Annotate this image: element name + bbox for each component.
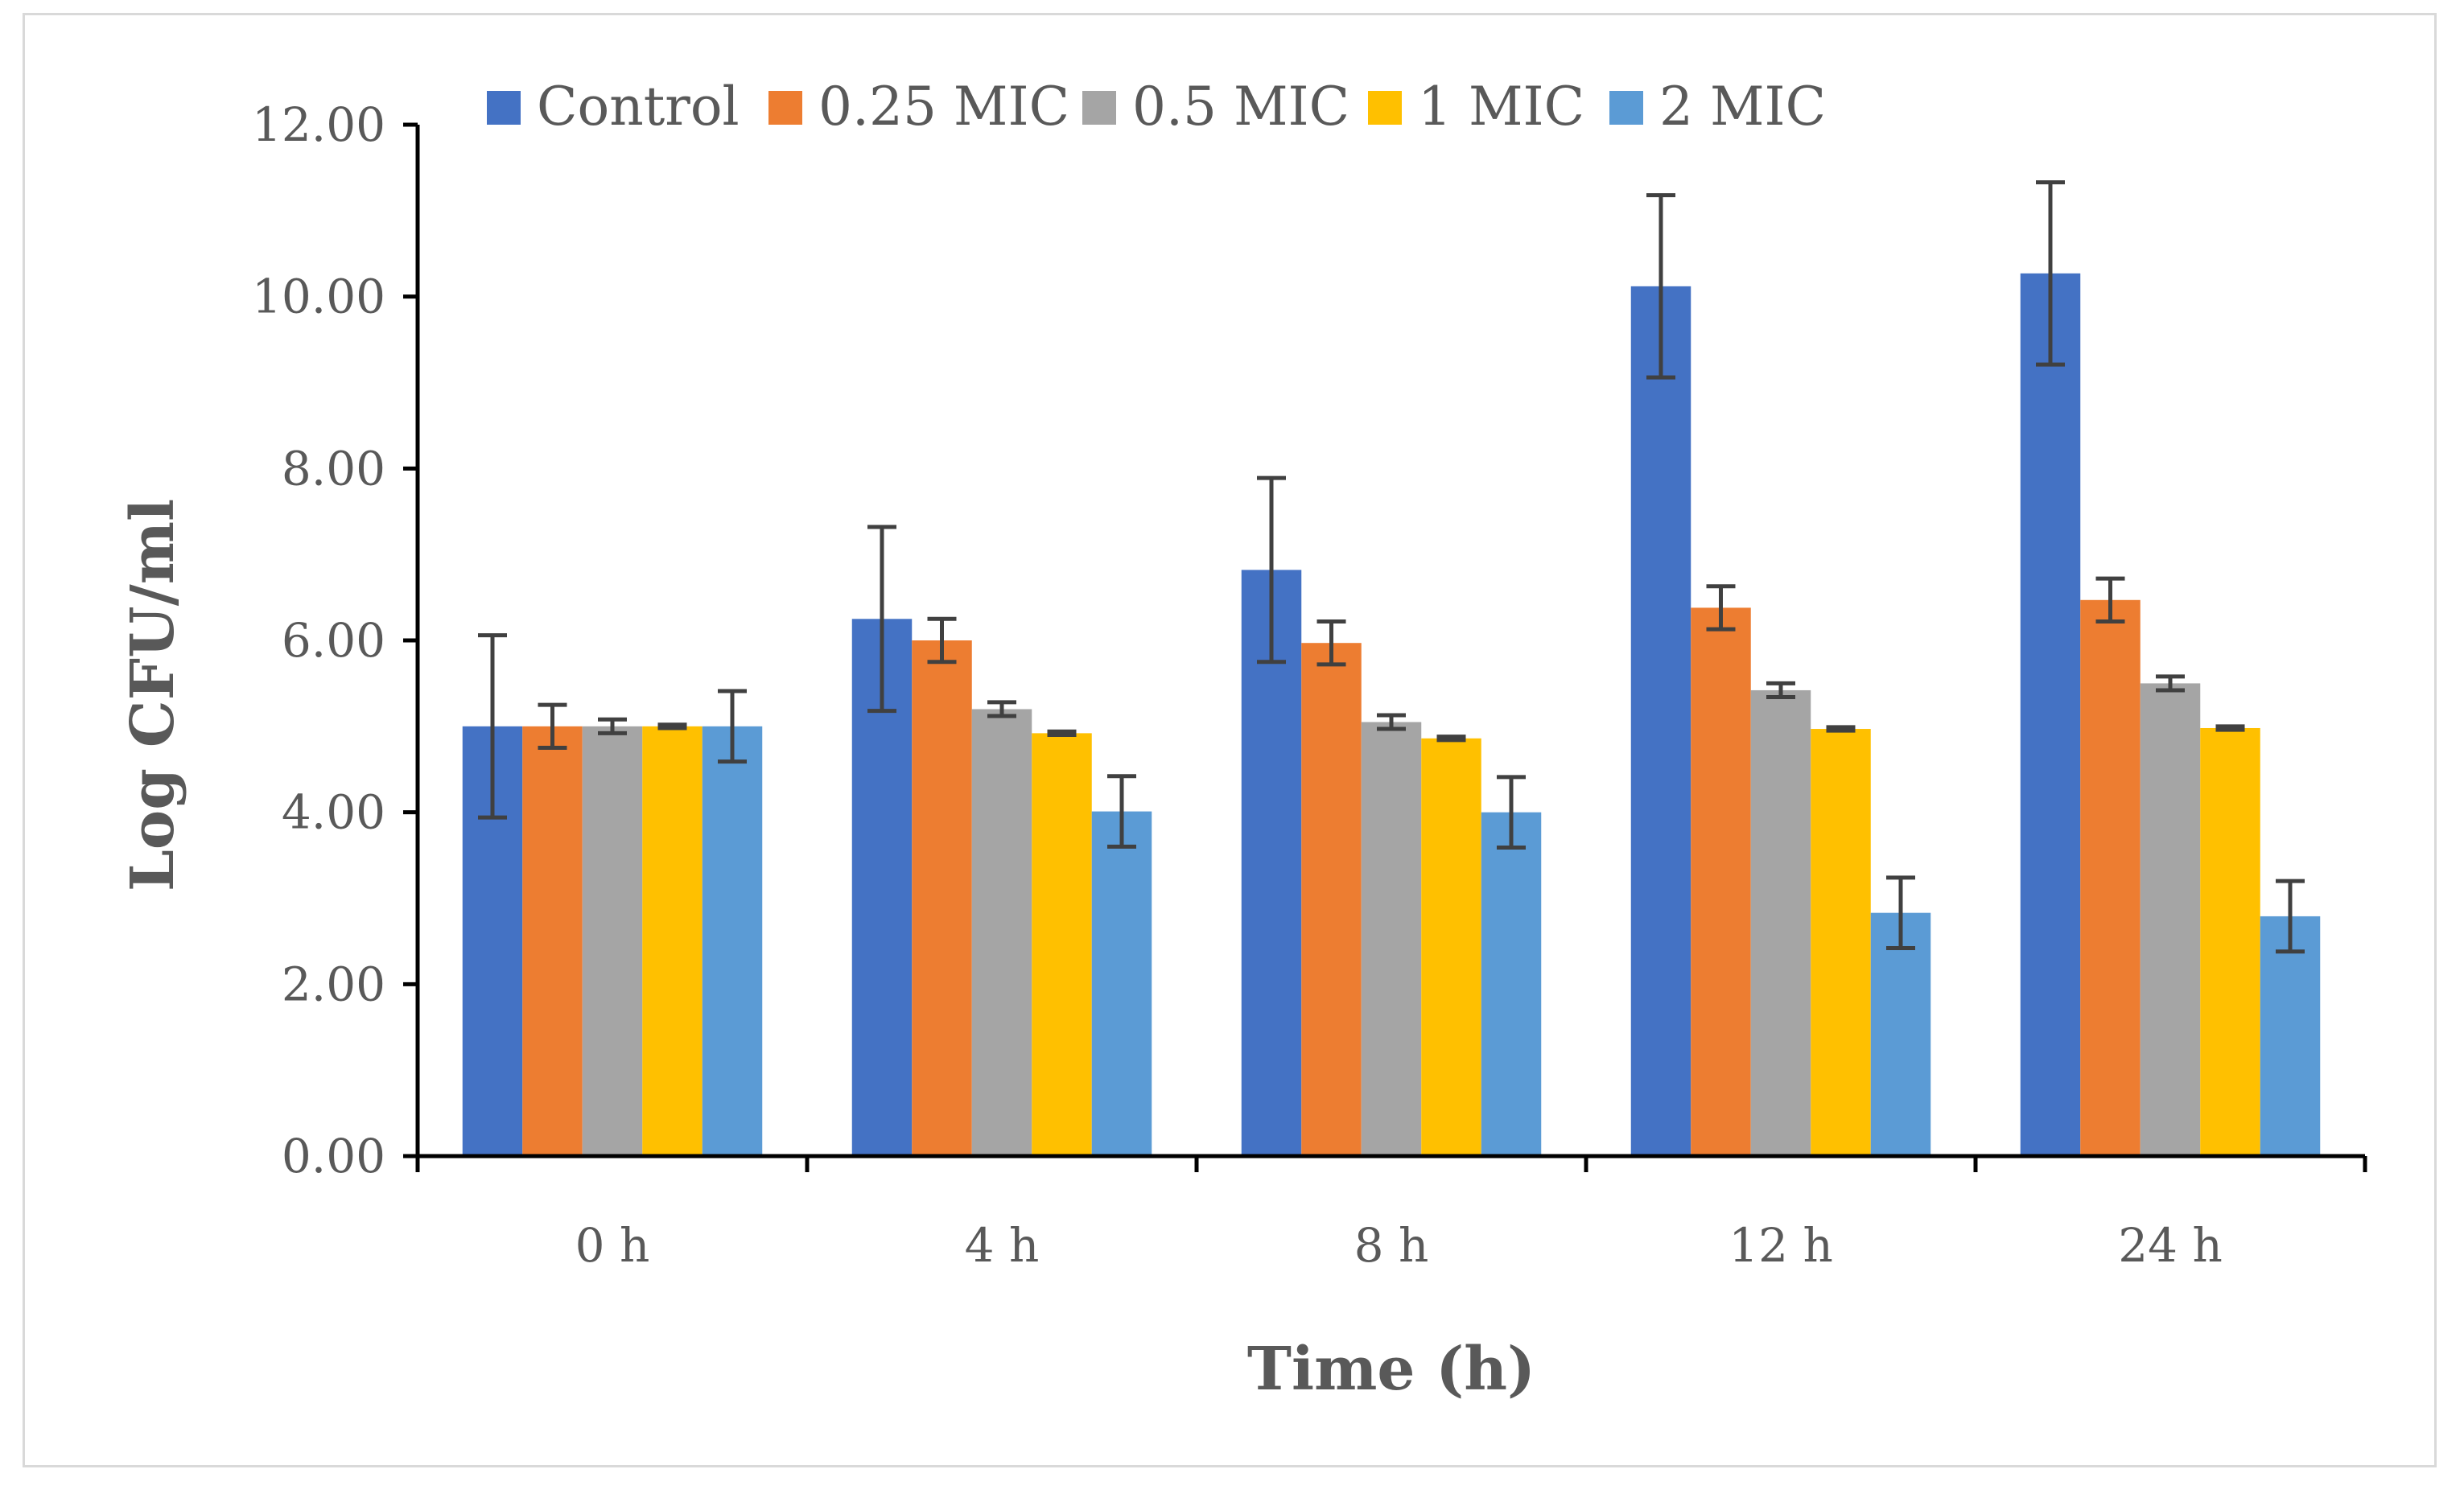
y-tick-label: 10.00 <box>252 270 385 324</box>
error-bar-control-4h <box>867 525 896 714</box>
error-bar-1-mic-24h <box>2215 724 2245 732</box>
error-bar-2-mic-4h <box>1107 774 1136 849</box>
error-bar-0.5-mic-24h <box>2156 674 2185 693</box>
legend-swatch <box>1368 91 1402 125</box>
error-bar-control-0h <box>478 633 507 820</box>
bar-0.25-mic-8h <box>1301 643 1362 1156</box>
y-tick-label: 4.00 <box>282 785 385 840</box>
error-bar-2-mic-24h <box>2276 879 2305 954</box>
bar-0.5-mic-4h <box>971 709 1032 1156</box>
error-bar-0.25-mic-8h <box>1316 619 1346 667</box>
x-tick-label: 0 h <box>575 1218 650 1273</box>
legend-item-0.25-mic[interactable]: 0.25 MIC <box>768 76 1069 138</box>
bar-control-12h <box>1630 286 1691 1156</box>
error-bar-control-8h <box>1257 475 1286 665</box>
error-bar-1-mic-4h <box>1047 729 1077 738</box>
x-axis-title: Time (h) <box>1247 1335 1535 1404</box>
legend-label: 2 MIC <box>1659 76 1826 138</box>
x-tick-label: 4 h <box>965 1218 1040 1273</box>
y-tick-label: 0.00 <box>282 1129 385 1183</box>
error-bar-1-mic-12h <box>1826 725 1856 733</box>
axes-layer <box>403 122 2367 1172</box>
bar-2-mic-12h <box>1870 912 1931 1156</box>
legend-label: 1 MIC <box>1418 76 1584 138</box>
bar-0.5-mic-24h <box>2140 683 2201 1156</box>
y-tick-label: 2.00 <box>282 957 385 1011</box>
y-tick-label: 6.00 <box>282 613 385 668</box>
bar-1-mic-12h <box>1811 729 1871 1156</box>
error-bar-control-24h <box>2036 180 2065 367</box>
legend-item-0.5-mic[interactable]: 0.5 MIC <box>1082 76 1349 138</box>
bar-1-mic-24h <box>2200 727 2260 1156</box>
bar-2-mic-0h <box>702 726 763 1156</box>
x-tick-label: 12 h <box>1729 1218 1833 1273</box>
error-bar-2-mic-12h <box>1886 875 1915 950</box>
legend-label: Control <box>537 76 740 138</box>
legend-item-1-mic[interactable]: 1 MIC <box>1368 76 1584 138</box>
error-bar-0.25-mic-4h <box>927 616 957 665</box>
y-tick-label: 12.00 <box>252 97 385 152</box>
error-bar-1-mic-8h <box>1436 735 1466 743</box>
error-bar-0.25-mic-24h <box>2095 576 2125 623</box>
error-bar-0.5-mic-8h <box>1377 713 1406 731</box>
error-bars-layer <box>478 180 2305 954</box>
bar-1-mic-8h <box>1421 738 1481 1156</box>
bar-0.25-mic-4h <box>912 640 972 1156</box>
error-bar-control-12h <box>1646 193 1675 380</box>
tick-labels-layer: 0.00 2.00 4.00 6.00 8.00 10.00 12.00 0 h 4 h 8 h 1… <box>252 97 2223 1273</box>
error-bar-2-mic-8h <box>1497 775 1526 850</box>
error-bar-0.5-mic-12h <box>1766 681 1795 700</box>
error-bar-2-mic-0h <box>718 689 747 764</box>
legend-swatch <box>768 91 802 125</box>
bar-1-mic-0h <box>642 726 703 1156</box>
bar-0.5-mic-12h <box>1750 689 1811 1156</box>
legend-swatch <box>1609 91 1643 125</box>
legend[interactable]: Control 0.25 MIC 0.5 MIC 1 MIC 2 MIC <box>487 76 1826 138</box>
x-tick-label: 24 h <box>2118 1218 2223 1273</box>
bar-2-mic-8h <box>1481 812 1542 1156</box>
bars-layer <box>462 273 2321 1156</box>
legend-item-control[interactable]: Control <box>487 76 740 138</box>
legend-label: 0.5 MIC <box>1132 76 1349 138</box>
error-bar-0.25-mic-0h <box>538 702 567 751</box>
legend-label: 0.25 MIC <box>818 76 1069 138</box>
error-bar-0.5-mic-4h <box>987 700 1016 718</box>
error-bar-0.5-mic-0h <box>598 717 627 735</box>
bar-0.5-mic-0h <box>582 726 643 1156</box>
error-bar-0.25-mic-12h <box>1706 584 1736 632</box>
bar-2-mic-4h <box>1091 811 1152 1156</box>
legend-swatch <box>1082 91 1116 125</box>
bar-0.25-mic-12h <box>1691 607 1751 1156</box>
bar-control-8h <box>1241 570 1302 1156</box>
legend-swatch <box>487 91 521 125</box>
bar-0.25-mic-0h <box>522 726 583 1156</box>
bar-control-24h <box>2020 273 2081 1156</box>
error-bar-1-mic-0h <box>657 722 687 730</box>
bar-2-mic-24h <box>2260 916 2321 1156</box>
bar-0.5-mic-8h <box>1361 722 1422 1156</box>
bar-1-mic-4h <box>1032 733 1092 1156</box>
legend-item-2-mic[interactable]: 2 MIC <box>1609 76 1826 138</box>
y-tick-label: 8.00 <box>282 441 385 496</box>
y-axis-title: Log CFU/ml <box>118 499 187 891</box>
bar-0.25-mic-24h <box>2080 599 2141 1156</box>
x-tick-label: 8 h <box>1354 1218 1429 1273</box>
